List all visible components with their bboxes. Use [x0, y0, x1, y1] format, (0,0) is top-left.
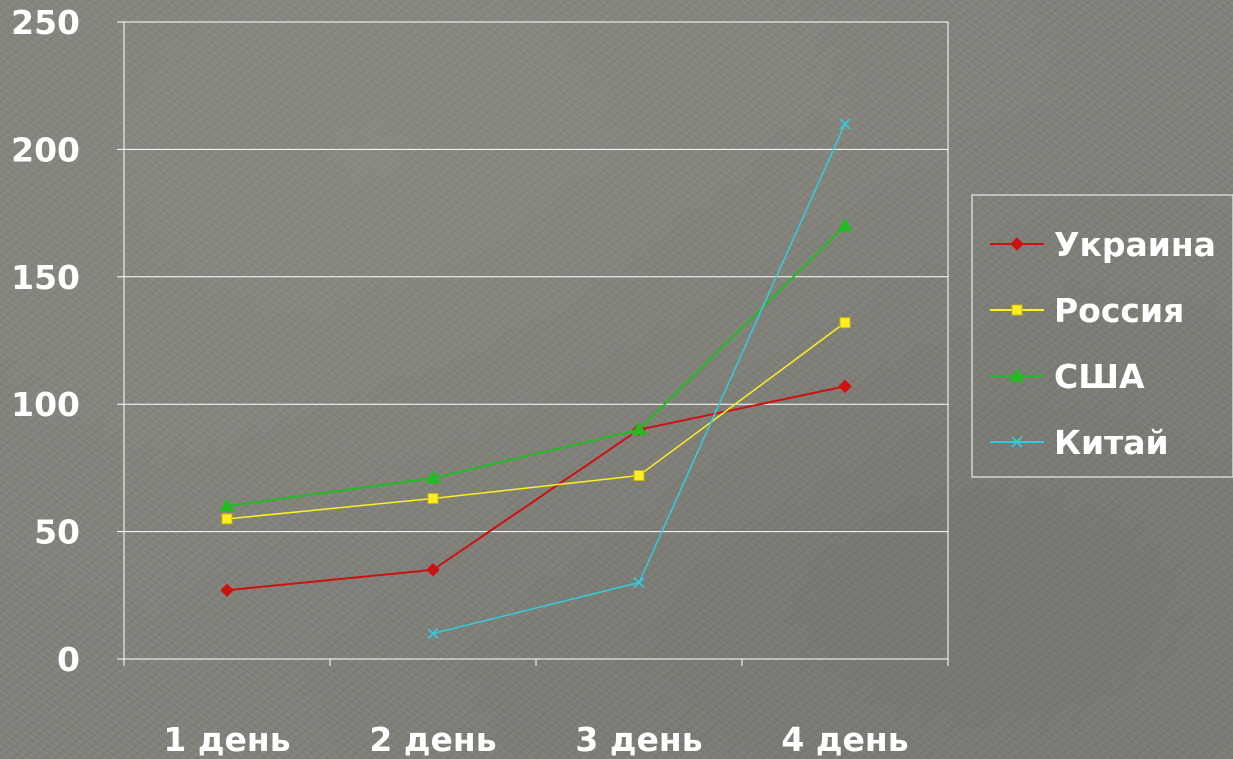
y-tick-label: 250 [11, 3, 80, 42]
data-point [838, 379, 852, 394]
x-tick-label: 4 день [781, 720, 908, 759]
data-point [425, 470, 441, 484]
legend-label: Россия [1054, 291, 1184, 330]
legend: Украина Россия США Китай [971, 194, 1233, 478]
data-point [221, 513, 233, 525]
data-point [426, 563, 440, 577]
data-point [427, 492, 439, 504]
series-line [226, 225, 846, 508]
data-point [839, 118, 851, 130]
series-group [219, 118, 853, 640]
y-tick-label: 100 [11, 385, 80, 424]
x-tick-label: 1 день [163, 720, 290, 759]
data-point [633, 576, 645, 589]
legend-label: Китай [1054, 423, 1169, 462]
x-tick-label: 3 день [575, 720, 702, 759]
data-point [837, 217, 853, 232]
data-point [839, 317, 851, 329]
legend-item: США [990, 357, 1145, 396]
y-tick-label: 50 [34, 513, 80, 552]
legend-marker [1009, 368, 1025, 382]
x-tick-label: 2 день [369, 720, 496, 759]
data-point [219, 498, 235, 512]
data-point [427, 627, 439, 640]
y-tick-label: 200 [11, 130, 80, 169]
legend-item: Украина [990, 225, 1216, 264]
y-tick-label: 150 [11, 258, 80, 297]
legend-label: Украина [1054, 225, 1216, 264]
legend-marker [1010, 237, 1024, 251]
legend-box [971, 194, 1233, 478]
legend-marker [1011, 436, 1023, 448]
data-point [633, 470, 645, 482]
series-line [226, 385, 846, 592]
gridlines [123, 21, 949, 660]
series-line [432, 123, 846, 635]
axes: 0 50 100 150 200 250 1 день 2 день 3 день 4 день [11, 3, 949, 759]
series-line [226, 322, 846, 520]
series-4 [427, 118, 851, 640]
series-2 [221, 317, 851, 525]
legend-item: Китай [990, 423, 1169, 462]
series-1 [220, 379, 852, 597]
y-tick-label: 0 [57, 640, 80, 679]
data-point [631, 421, 647, 436]
data-point [220, 583, 234, 597]
plot-area-border [123, 21, 949, 660]
series-3 [219, 217, 853, 512]
legend-marker [1011, 304, 1023, 316]
legend-item: Россия [990, 291, 1184, 330]
legend-label: США [1054, 357, 1145, 396]
